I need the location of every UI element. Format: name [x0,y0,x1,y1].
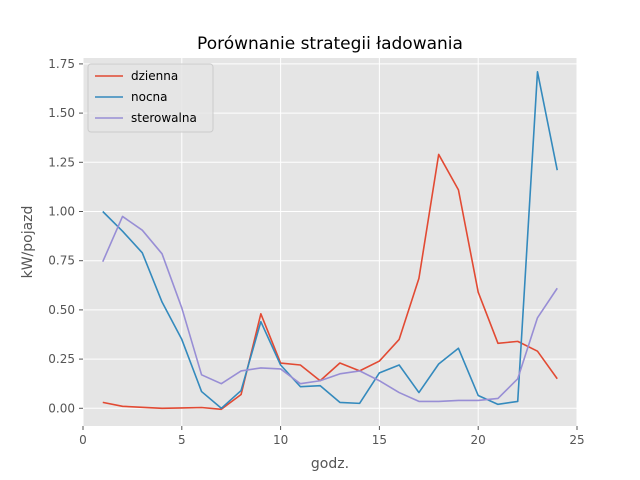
x-axis-label: godz. [311,456,349,472]
x-tick-label: 25 [569,433,584,447]
x-tick-label: 10 [273,433,288,447]
legend-box [87,63,214,133]
y-tick-label: 0.25 [48,352,75,366]
y-axis: 0.00 0.25 0.50 0.75 1.00 1.25 1.50 1.75 [48,57,83,415]
legend-label-dzienna: dzienna [131,69,178,83]
series-layer [102,70,559,411]
y-tick-label: 1.50 [48,106,75,120]
x-tick-label: 20 [471,433,486,447]
y-tick-label: 1.75 [48,57,75,71]
legend: dzienna nocna sterowalna [87,63,214,133]
series-line-sterowalna [102,215,558,403]
series-line-nocna [102,70,559,410]
y-tick-label: 1.00 [48,204,75,218]
x-tick-label: 15 [372,433,387,447]
y-tick-label: 0.50 [48,303,75,317]
y-tick-label: 0.75 [48,254,75,268]
legend-label-sterowalna: sterowalna [131,111,197,125]
legend-label-nocna: nocna [131,90,168,104]
chart-title: Porównanie strategii ładowania [197,34,463,54]
y-tick-label: 0.00 [48,401,75,415]
x-axis: 0 5 10 15 20 25 [79,426,585,447]
y-tick-label: 1.25 [48,155,75,169]
x-tick-label: 0 [79,433,87,447]
series-line-dzienna [102,153,558,411]
x-tick-label: 5 [178,433,186,447]
y-axis-label: kW/pojazd [20,206,36,279]
